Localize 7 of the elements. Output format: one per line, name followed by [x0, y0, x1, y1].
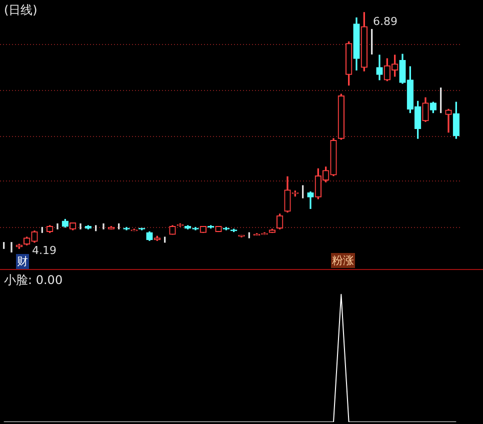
annotation: 4.19 — [31, 243, 58, 258]
chart-title: (日线) — [4, 2, 38, 19]
chart-title: 小脸: 0.00 — [4, 272, 63, 289]
annotation: 财 — [16, 254, 29, 269]
annotation: 6.89 — [372, 14, 398, 29]
annotation: 粉涨 — [331, 253, 355, 268]
candlestick — [445, 108, 452, 133]
